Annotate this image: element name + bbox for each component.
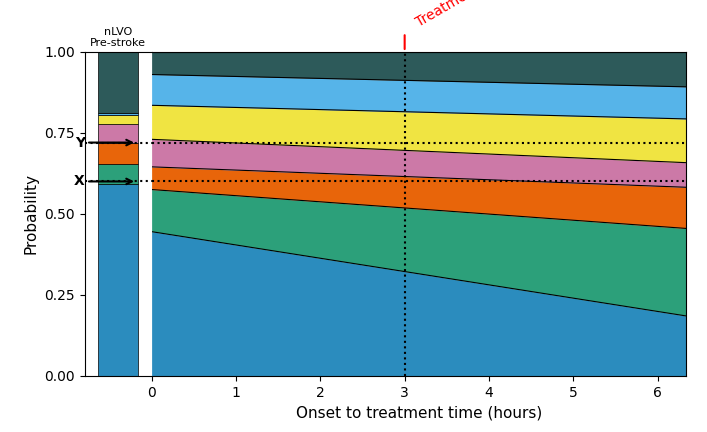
Title: nLVO
Pre-stroke: nLVO Pre-stroke [90, 27, 146, 48]
Bar [98, 164, 139, 184]
Bar [98, 124, 139, 143]
Text: X: X [74, 175, 85, 188]
Bar [98, 184, 139, 376]
Bar [98, 143, 139, 164]
Text: Treatment: Treatment [413, 0, 481, 29]
Bar [98, 115, 139, 124]
Y-axis label: Probability: Probability [24, 173, 39, 254]
Text: Y: Y [75, 136, 85, 149]
Bar [98, 113, 139, 115]
Bar [98, 52, 139, 113]
X-axis label: Onset to treatment time (hours): Onset to treatment time (hours) [296, 405, 542, 420]
